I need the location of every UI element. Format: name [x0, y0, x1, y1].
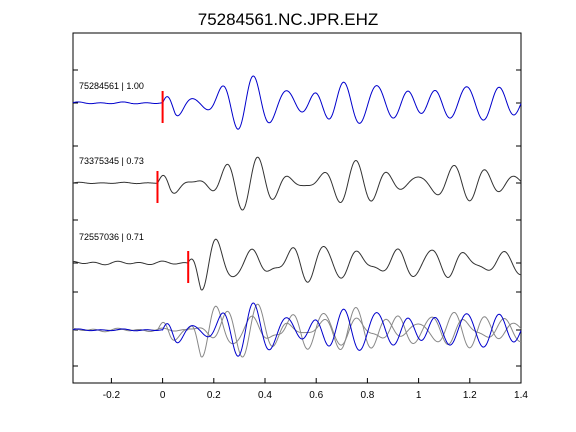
trace-label-2: 73375345 | 0.73 [79, 156, 144, 166]
trace-group [72, 75, 522, 358]
trace-line-2 [72, 156, 522, 211]
axes-frame [72, 32, 522, 384]
x-tick-label: 1.4 [514, 390, 528, 401]
trace-line-3 [72, 238, 522, 291]
trace-label-1: 75284561 | 1.00 [79, 81, 144, 91]
chart-title: 75284561.NC.JPR.EHZ [198, 10, 378, 29]
x-tick-label: 0.2 [207, 390, 221, 401]
x-tick-label: 0.6 [309, 390, 323, 401]
x-tick-label: 0 [160, 390, 166, 401]
x-tick-label: 1.2 [463, 390, 477, 401]
trace-line-1 [72, 75, 522, 130]
trace-labels: 75284561 | 1.00 73375345 | 0.73 72557036 |… [79, 81, 144, 242]
x-tick-label: 0.4 [258, 390, 272, 401]
x-tick-label: -0.2 [103, 390, 121, 401]
overlay-reference-trace [72, 302, 522, 357]
trace-label-3: 72557036 | 0.71 [79, 232, 144, 242]
x-tick-label: 1 [416, 390, 422, 401]
x-tick-label: 0.8 [360, 390, 374, 401]
pick-markers [156, 91, 190, 283]
axis-ticks: -0.2 0 0.2 0.4 0.6 0.8 1 1.2 1.4 [73, 69, 528, 401]
overlay-trace-3 [72, 305, 522, 358]
